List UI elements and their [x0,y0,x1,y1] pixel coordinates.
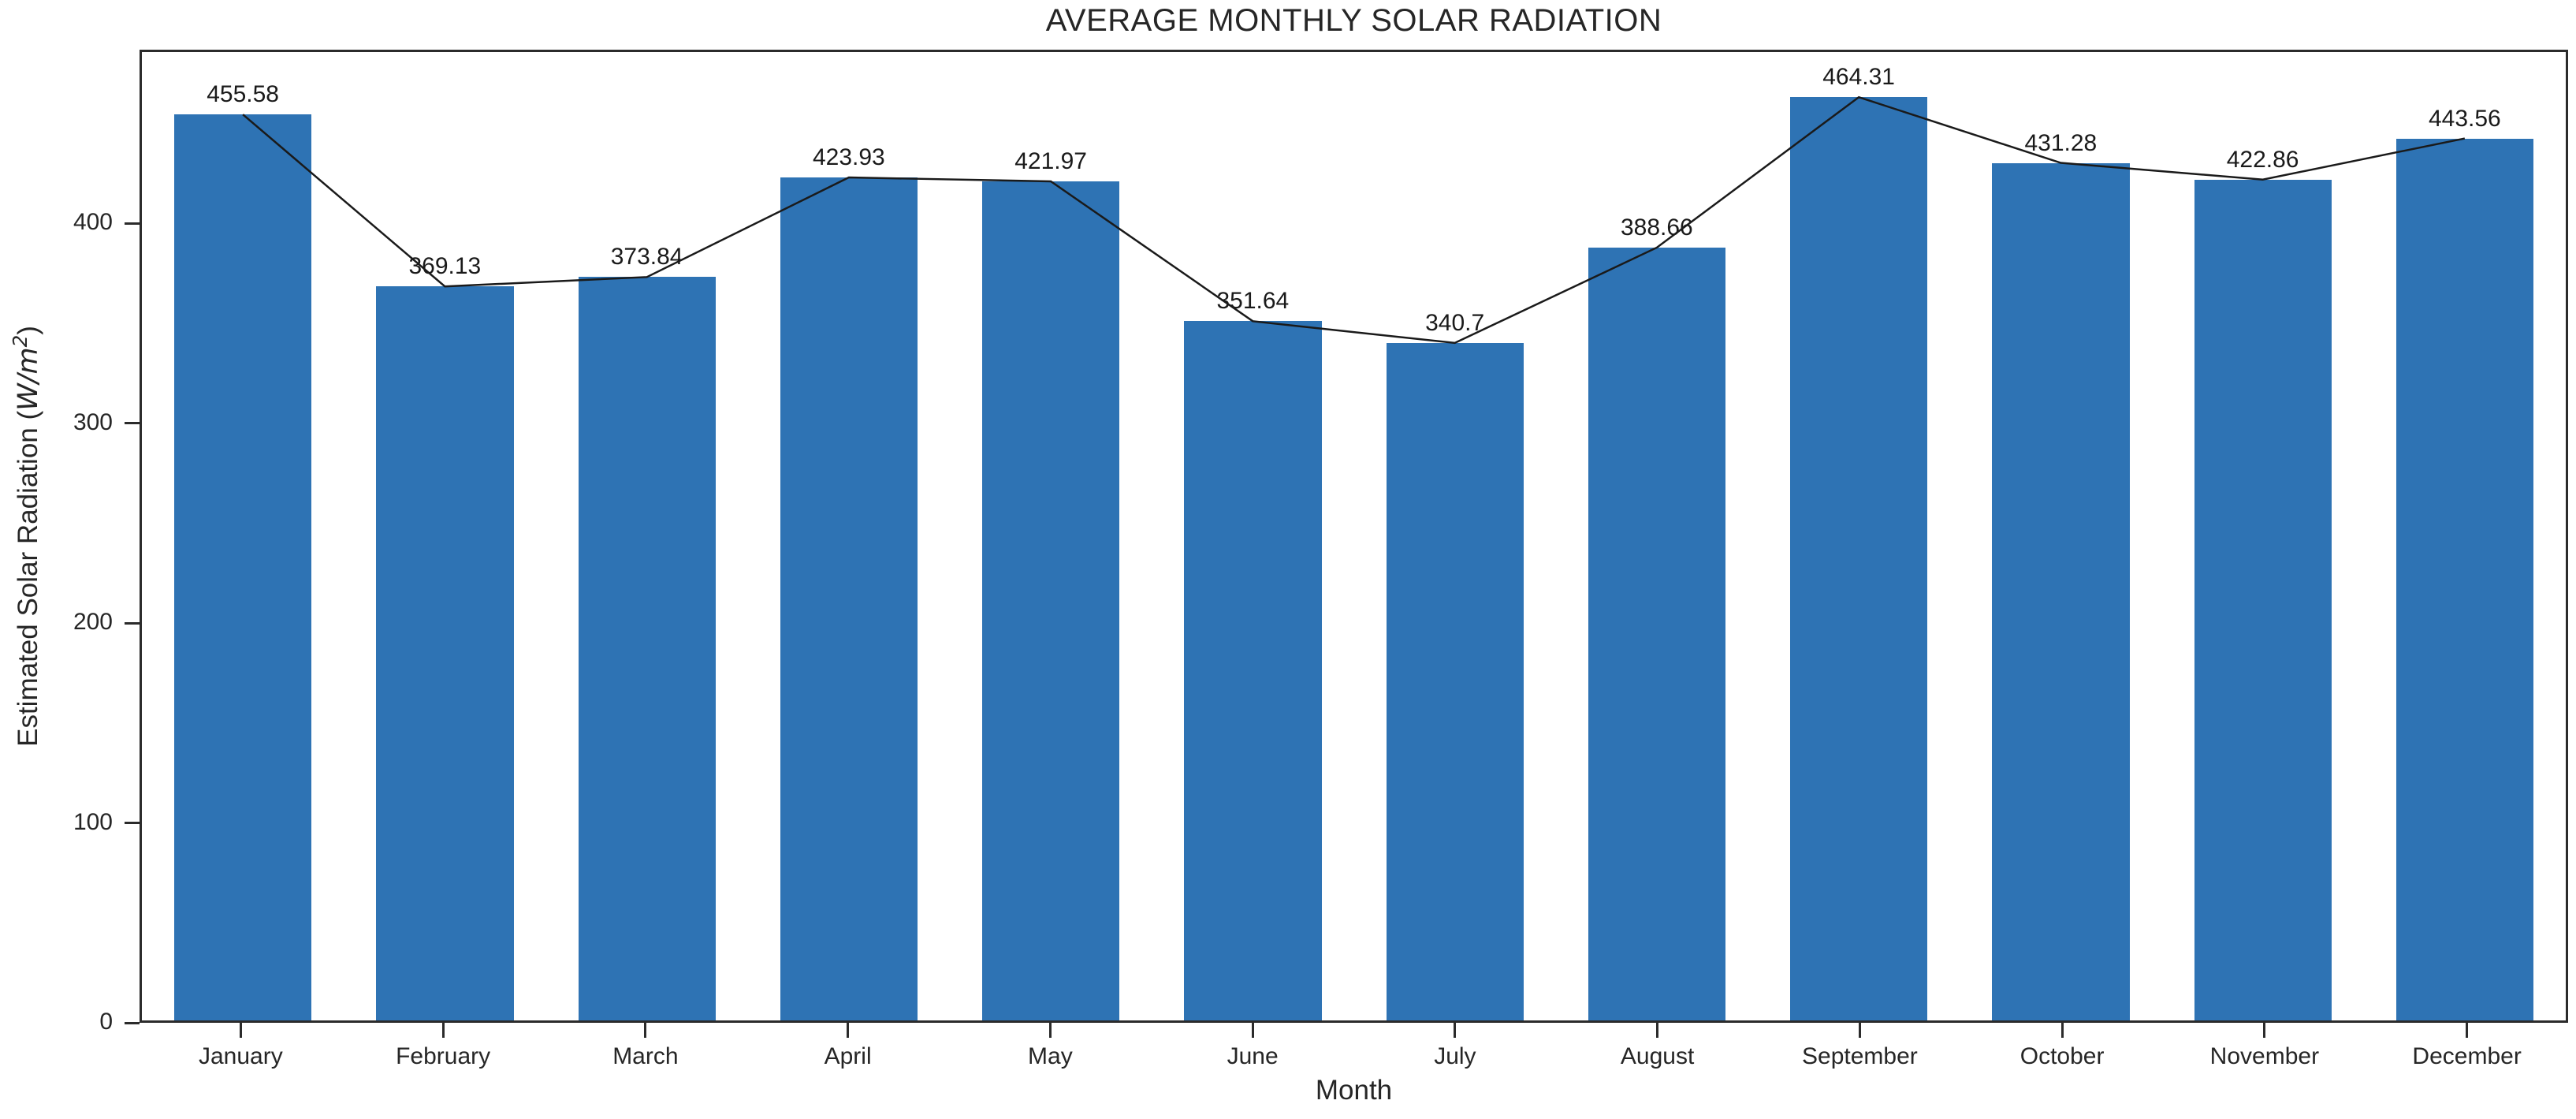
bar-january [174,114,312,1020]
bar-value-label-april: 423.93 [812,144,885,171]
x-tick-mark-june [1251,1023,1254,1038]
x-tick-mark-september [1858,1023,1861,1038]
x-tick-mark-october [2060,1023,2064,1038]
y-tick-label-100: 100 [73,808,113,835]
x-tick-mark-august [1656,1023,1659,1038]
x-tick-mark-november [2263,1023,2266,1038]
bars: 455.58 369.13 373.84 423.93 421.97 351.64 340.… [142,52,2566,1020]
bar-may [982,181,1120,1020]
bar-slot-january: 455.58 [142,52,344,1020]
plot-area: 455.58 369.13 373.84 423.93 421.97 351.64 340.… [140,50,2568,1023]
bar-slot-february: 369.13 [344,52,545,1020]
x-tick-label-may: May [1028,1043,1073,1069]
x-tick-label-march: March [612,1043,679,1069]
y-tick-label-300: 300 [73,408,113,435]
bar-december [2395,138,2533,1020]
bar-october [1992,162,2130,1020]
bar-slot-december: 443.56 [2364,52,2566,1020]
x-tick-mark-december [2466,1023,2469,1038]
y-tick-mark-0 [125,1021,140,1024]
bar-value-label-december: 443.56 [2428,105,2501,132]
bar-june [1184,321,1322,1020]
x-tick-mark-may [1048,1023,1052,1038]
bar-february [376,286,514,1020]
bar-slot-march: 373.84 [546,52,748,1020]
y-tick-label-0: 0 [99,1009,113,1035]
bar-slot-may: 421.97 [950,52,1152,1020]
x-tick-mark-july [1454,1023,1457,1038]
y-axis-label-text: Estimated Solar Radiation ( [13,410,43,747]
y-tick-mark-300 [125,422,140,425]
y-axis-label-close: ) [13,326,43,335]
x-tick-label-july: July [1434,1043,1476,1069]
bar-slot-october: 431.28 [1960,52,2161,1020]
chart-title: AVERAGE MONTHLY SOLAR RADIATION [1045,3,1662,38]
x-tick-label-april: April [824,1043,872,1069]
bar-slot-july: 340.7 [1354,52,1556,1020]
y-axis-label: Estimated Solar Radiation (W/m2) [9,326,44,747]
y-axis-unit-exponent: 2 [9,334,32,348]
y-tick-mark-400 [125,222,140,225]
bar-slot-november: 422.86 [2162,52,2364,1020]
x-tick-label-august: August [1620,1043,1695,1069]
x-tick-label-february: February [396,1043,491,1069]
bar-slot-june: 351.64 [1152,52,1353,1020]
bar-july [1386,342,1524,1020]
bar-april [780,177,918,1020]
bar-value-label-may: 421.97 [1014,147,1087,174]
x-tick-label-november: November [2209,1043,2320,1069]
y-tick-label-400: 400 [73,209,113,236]
bar-august [1588,247,1725,1020]
bar-value-label-january: 455.58 [207,81,279,108]
bar-value-label-august: 388.66 [1620,214,1693,241]
x-tick-label-september: September [1802,1043,1918,1069]
x-tick-mark-january [239,1023,242,1038]
x-tick-mark-april [847,1023,850,1038]
bar-november [2194,179,2332,1020]
bar-value-label-june: 351.64 [1216,288,1290,315]
x-axis-label: Month [1315,1075,1393,1106]
bar-slot-april: 423.93 [748,52,950,1020]
x-tick-label-january: January [199,1043,283,1069]
bar-value-label-october: 431.28 [2024,129,2098,156]
bar-value-label-november: 422.86 [2226,146,2299,173]
y-tick-mark-200 [125,621,140,625]
x-tick-label-december: December [2412,1043,2522,1069]
bar-value-label-february: 369.13 [408,253,482,280]
y-tick-mark-100 [125,822,140,825]
bar-slot-september: 464.31 [1758,52,1960,1020]
x-tick-label-june: June [1227,1043,1279,1069]
bar-september [1790,97,1928,1020]
bar-value-label-july: 340.7 [1425,309,1485,336]
bar-value-label-september: 464.31 [1822,64,1895,91]
bar-value-label-march: 373.84 [610,244,683,270]
x-tick-mark-february [441,1023,445,1038]
x-tick-label-october: October [2019,1043,2105,1069]
x-tick-mark-march [644,1023,647,1038]
y-axis-unit: W/m [13,347,44,411]
bar-march [578,277,716,1020]
bar-slot-august: 388.66 [1556,52,1758,1020]
y-tick-label-200: 200 [73,609,113,636]
